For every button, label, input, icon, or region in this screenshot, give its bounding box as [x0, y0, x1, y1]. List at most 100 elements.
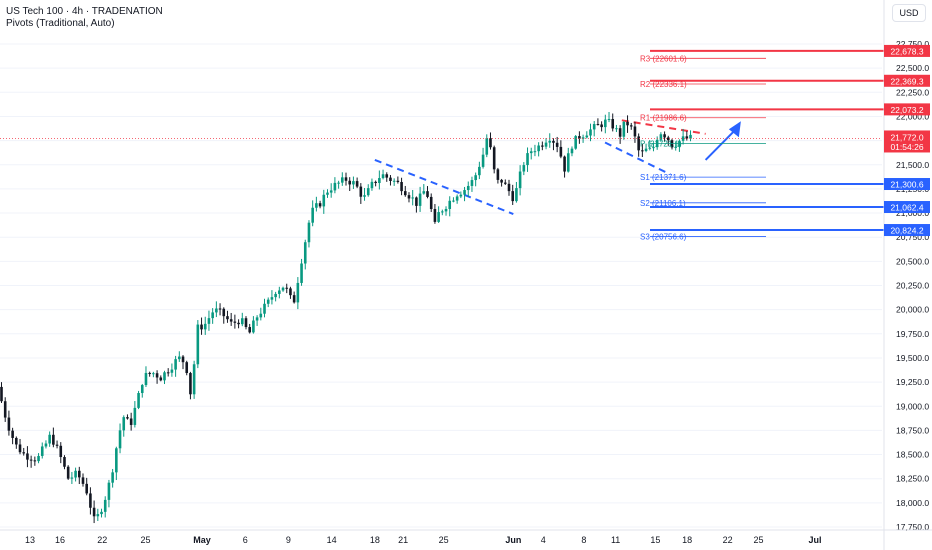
candle-body	[226, 316, 229, 320]
candlestick-series	[0, 112, 692, 524]
candle-body	[140, 385, 144, 394]
candle-body	[285, 287, 289, 289]
badge-bg-r2	[884, 74, 930, 87]
candle-body	[59, 445, 63, 458]
candle-body	[118, 430, 122, 449]
x-tick-label: 25	[141, 535, 151, 545]
candle-body	[3, 401, 7, 418]
candle-body	[274, 293, 277, 298]
candle-body	[418, 193, 422, 206]
candle-body	[403, 191, 407, 196]
candle-body	[618, 128, 622, 137]
candle-body	[507, 183, 511, 192]
x-tick-label: 4	[541, 535, 546, 545]
candle-body	[215, 308, 218, 313]
candle-body	[263, 303, 266, 314]
candle-body	[77, 470, 81, 478]
candle-body	[315, 203, 318, 208]
candle-body	[326, 192, 329, 195]
pivot-label-r3: R3 (22601.6)	[640, 54, 687, 63]
candle-body	[407, 195, 411, 199]
candle-body	[318, 203, 322, 207]
candle-body	[189, 373, 192, 395]
x-tick-label: 8	[581, 535, 586, 545]
candle-body	[648, 147, 652, 149]
candle-body	[18, 444, 22, 453]
candle-body	[344, 177, 348, 181]
candle-body	[122, 417, 126, 431]
candle-body	[222, 308, 226, 317]
candle-body	[266, 299, 270, 304]
price-badge-s2: 21,062.4	[890, 203, 923, 213]
price-badge-r1: 22,073.2	[890, 105, 923, 115]
candle-body	[689, 134, 692, 139]
y-tick-label: 18,000.0	[896, 498, 929, 508]
badge-bg-s1	[884, 178, 930, 191]
candle-body	[240, 318, 244, 325]
candle-body	[637, 136, 640, 151]
candle-body	[148, 372, 151, 374]
x-tick-label: 25	[439, 535, 449, 545]
candle-body	[26, 453, 29, 460]
candle-body	[207, 318, 211, 324]
candle-body	[622, 121, 626, 137]
price-badge-r2: 22,369.3	[890, 76, 923, 86]
candle-body	[555, 142, 559, 147]
projection-arrow-head	[728, 121, 741, 138]
candle-body	[292, 295, 296, 303]
candle-body	[544, 142, 548, 147]
candle-body	[300, 263, 303, 283]
y-tick-label: 22,250.0	[896, 87, 929, 97]
x-tick-label: Jul	[808, 535, 821, 545]
pivot-label-s1: S1 (21371.6)	[640, 173, 687, 182]
candle-body	[203, 323, 207, 330]
candle-body	[611, 119, 615, 129]
candle-body	[74, 470, 77, 478]
candle-body	[429, 196, 433, 210]
x-tick-label: 14	[327, 535, 337, 545]
candle-body	[166, 372, 170, 374]
candle-body	[7, 417, 11, 431]
candle-body	[378, 178, 381, 184]
candle-body	[211, 312, 214, 319]
candle-body	[233, 321, 237, 323]
candle-body	[370, 181, 374, 189]
price-badge-s3: 20,824.2	[890, 226, 923, 236]
candle-body	[500, 179, 503, 183]
candle-body	[444, 208, 448, 212]
candle-body	[578, 136, 581, 139]
candle-body	[359, 186, 363, 197]
currency-button[interactable]: USD	[892, 4, 926, 22]
candle-body	[252, 320, 255, 333]
candle-body	[137, 393, 140, 408]
candle-body	[322, 194, 326, 207]
trend-channels	[374, 119, 741, 215]
candle-body	[196, 324, 200, 365]
y-tick-label: 17,750.0	[896, 522, 929, 532]
candle-body	[666, 137, 670, 141]
x-tick-label: 18	[370, 535, 380, 545]
candle-body	[478, 166, 481, 176]
support-trendline-short	[604, 141, 671, 176]
candle-body	[159, 377, 163, 381]
x-tick-label: Jun	[505, 535, 521, 545]
candle-body	[437, 212, 440, 222]
candle-body	[452, 200, 455, 202]
candle-body	[229, 319, 233, 322]
candle-body	[29, 459, 33, 461]
candle-body	[133, 407, 137, 425]
x-tick-label: 21	[398, 535, 408, 545]
candle-body	[470, 180, 474, 186]
x-tick-label: 25	[754, 535, 764, 545]
candle-body	[400, 181, 403, 192]
candle-body	[526, 153, 529, 166]
candle-body	[89, 493, 92, 508]
indicator-legend[interactable]: Pivots (Traditional, Auto)	[6, 18, 115, 29]
candle-body	[463, 190, 466, 195]
candle-body	[533, 151, 537, 153]
candle-body	[511, 191, 515, 202]
candle-body	[389, 177, 392, 181]
candle-body	[678, 140, 681, 147]
candle-body	[255, 317, 259, 321]
